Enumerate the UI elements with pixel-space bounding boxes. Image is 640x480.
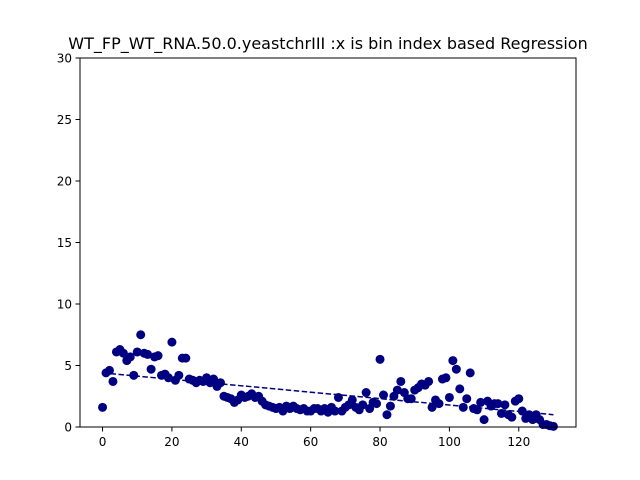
data-point	[493, 399, 503, 409]
data-point	[462, 394, 472, 404]
data-point	[129, 370, 139, 380]
data-point	[455, 384, 465, 394]
data-point	[118, 348, 128, 358]
data-point	[181, 353, 191, 363]
data-point	[479, 415, 489, 425]
data-point	[163, 373, 173, 383]
x-tick-label: 40	[234, 435, 249, 449]
data-point	[385, 401, 395, 411]
x-tick-label: 100	[438, 435, 461, 449]
x-tick-label: 20	[164, 435, 179, 449]
regression-line	[102, 372, 554, 416]
data-point	[215, 378, 225, 388]
data-point	[167, 337, 177, 347]
data-point	[125, 352, 135, 362]
y-tick-label: 5	[64, 359, 72, 373]
data-point	[375, 354, 385, 364]
data-point	[507, 412, 517, 422]
x-tick-label: 60	[303, 435, 318, 449]
y-tick-label: 10	[57, 298, 72, 312]
data-point	[209, 374, 219, 384]
chart-title: WT_FP_WT_RNA.50.0.yeastchrIII :x is bin …	[68, 34, 587, 54]
x-tick-label: 0	[99, 435, 107, 449]
y-tick-label: 15	[57, 236, 72, 250]
data-point	[424, 376, 434, 386]
data-point	[496, 408, 506, 418]
data-point	[448, 356, 458, 366]
y-tick-label: 30	[57, 52, 72, 66]
data-point	[458, 402, 468, 412]
data-point	[382, 410, 392, 420]
data-point	[174, 370, 184, 380]
data-point	[465, 368, 475, 378]
data-point	[132, 347, 142, 357]
data-point	[153, 351, 163, 361]
data-point	[136, 330, 146, 340]
data-point	[441, 373, 451, 383]
data-point	[476, 397, 486, 407]
x-tick-label: 120	[507, 435, 530, 449]
y-tick-label: 0	[64, 421, 72, 435]
data-point	[330, 406, 340, 416]
plot-area	[98, 330, 558, 431]
data-point	[444, 392, 454, 402]
x-tick-label: 80	[372, 435, 387, 449]
data-point	[361, 388, 371, 398]
data-point	[548, 421, 558, 431]
y-tick-label: 20	[57, 175, 72, 189]
data-point	[146, 364, 156, 374]
data-point	[358, 400, 368, 410]
y-tick-label: 25	[57, 113, 72, 127]
data-point	[379, 390, 388, 400]
data-point	[514, 394, 524, 404]
data-point	[500, 400, 510, 410]
data-point	[451, 364, 461, 374]
data-point	[517, 406, 527, 416]
data-point	[347, 395, 357, 405]
data-point	[396, 376, 406, 386]
y-axis: 0 5 10 15 20 25 30	[57, 52, 80, 435]
data-point	[392, 385, 402, 395]
data-point	[98, 402, 108, 412]
data-point	[372, 399, 382, 409]
data-point	[143, 349, 153, 359]
data-point	[427, 402, 437, 412]
data-point	[108, 376, 118, 386]
x-axis: 0 20 40 60 80 100 120	[99, 427, 530, 449]
